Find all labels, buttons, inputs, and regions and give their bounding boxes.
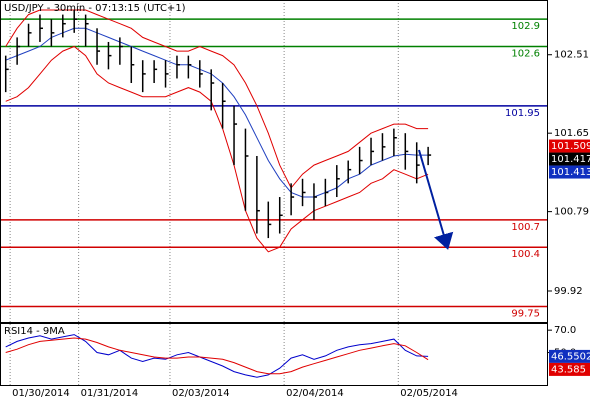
level-label: 100.7 bbox=[511, 222, 540, 233]
level-label: 99.75 bbox=[511, 308, 540, 319]
level-label: 102.6 bbox=[511, 49, 540, 60]
line-series bbox=[5, 27, 429, 198]
line-series bbox=[5, 337, 429, 375]
x-tick-label: 02/04/2014 bbox=[286, 388, 344, 399]
price-tag bbox=[549, 362, 590, 376]
price-tag bbox=[549, 165, 590, 179]
y-tick-label: 102.51 bbox=[554, 50, 589, 61]
chart-title: USD/JPY - 30min - 07:13:15 (UTC+1) bbox=[4, 3, 186, 14]
price-tag-label: 101.417 bbox=[551, 154, 590, 165]
forecast-arrow bbox=[418, 149, 454, 250]
price-tag-label: 101.413 bbox=[551, 167, 590, 178]
y-tick-label: 101.65 bbox=[554, 128, 589, 139]
price-tag bbox=[549, 152, 590, 166]
price-tag bbox=[549, 139, 590, 153]
x-tick-label: 02/05/2014 bbox=[400, 388, 458, 399]
y-tick-label: 70.0 bbox=[554, 325, 576, 336]
x-tick-label: 01/30/2014 bbox=[12, 388, 70, 399]
line-series bbox=[5, 334, 429, 378]
price-tag-label: 101.509 bbox=[551, 141, 590, 152]
rsi-title: RSI14 - 9MA bbox=[4, 326, 65, 337]
y-tick-label: 100.79 bbox=[554, 207, 589, 218]
price-tag-label: 46.5502 bbox=[551, 351, 590, 362]
rsi-panel-border bbox=[0, 323, 548, 386]
x-tick-label: 02/03/2014 bbox=[172, 388, 230, 399]
line-series bbox=[5, 9, 429, 189]
level-label: 101.95 bbox=[505, 108, 540, 119]
level-label: 102.9 bbox=[511, 21, 540, 32]
price-panel-border bbox=[0, 0, 548, 323]
price-tag bbox=[549, 349, 590, 363]
line-series bbox=[5, 45, 429, 253]
y-tick-label: 99.92 bbox=[554, 286, 583, 297]
x-tick-label: 01/31/2014 bbox=[81, 388, 139, 399]
price-tag-label: 43.585 bbox=[551, 364, 586, 375]
level-label: 100.4 bbox=[511, 249, 540, 260]
